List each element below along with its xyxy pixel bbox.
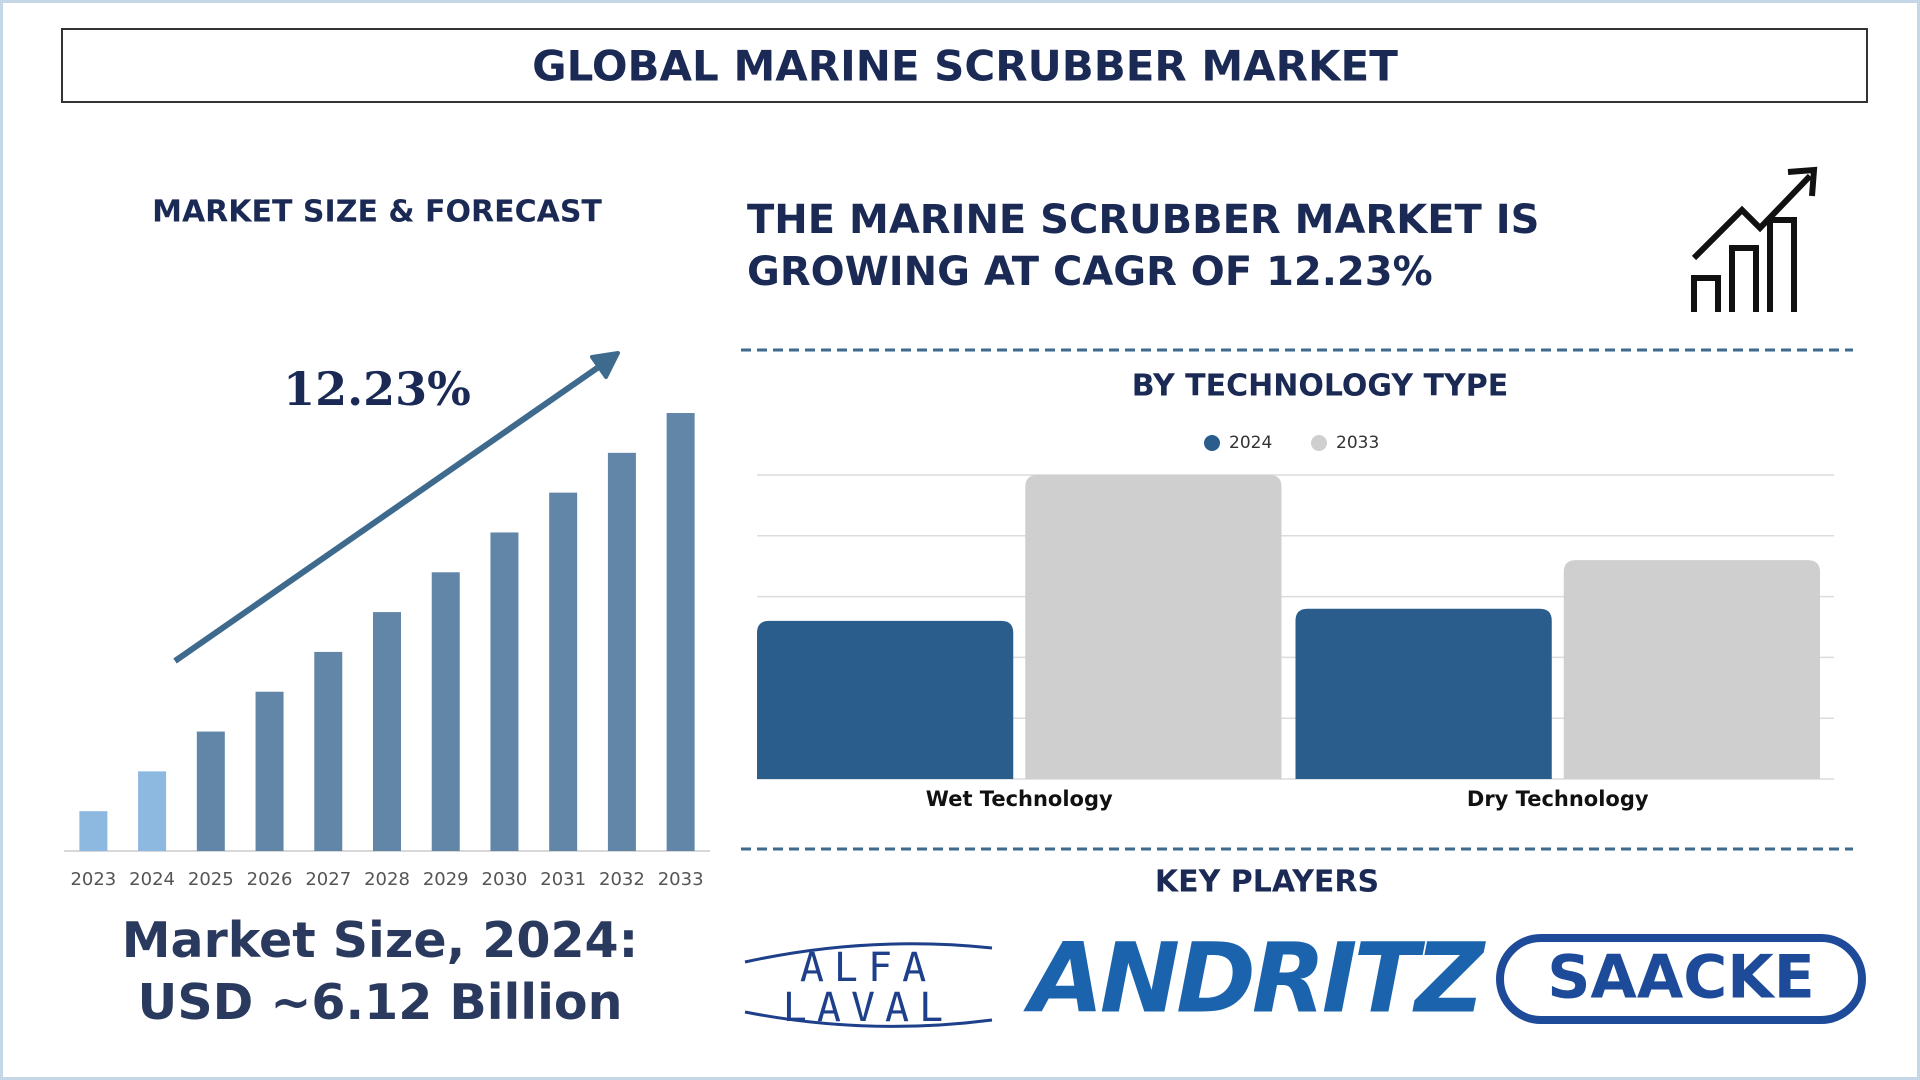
bar [757,620,1014,779]
bar [666,413,695,851]
bar [549,492,578,851]
legend-label: 2024 [1229,433,1272,453]
chart-title: MARKET SIZE & FORECAST [152,195,602,230]
x-tick-label: 2023 [70,869,116,890]
bar [79,811,108,851]
bar [1295,608,1552,779]
logo-andritz: ANDRITZ [1022,922,1486,1034]
growth-arrow [173,361,605,664]
headline: THE MARINE SCRUBBER MARKET IS GROWING AT… [747,197,1540,295]
market-size: Market Size, 2024: USD ~6.12 Billion [121,912,639,1031]
chart-title: BY TECHNOLOGY TYPE [1132,369,1508,404]
alfa-laval-logo [744,942,993,1028]
x-tick-label: 2027 [305,869,351,890]
bar [314,651,343,851]
x-tick-label: 2032 [599,869,645,890]
bar [431,572,460,851]
bar [1563,560,1820,779]
title-box [61,28,1868,103]
legend-swatch [1311,435,1327,451]
x-tick-label: Dry Technology [1467,787,1649,811]
bar [607,452,636,851]
logo-saacke: SAACKE [1547,943,1815,1013]
legend-label: 2033 [1336,433,1379,453]
x-tick-label: 2024 [129,869,175,890]
x-tick-label: 2029 [423,869,469,890]
logo-alfa-laval: ALFA LAVAL [782,945,954,1031]
cagr-annotation: 12.23% [283,362,471,416]
bar [490,532,519,851]
x-tick-label: 2033 [658,869,704,890]
x-tick-label: 2031 [540,869,586,890]
x-tick-label: Wet Technology [926,787,1113,811]
x-tick-label: 2025 [188,869,234,890]
growth-arrow-head [590,351,620,379]
section-title: KEY PLAYERS [1155,865,1379,900]
growth-icon [1691,166,1818,312]
bar [1025,475,1282,779]
x-tick-label: 2030 [482,869,528,890]
x-tick-label: 2028 [364,869,410,890]
bar [138,771,167,851]
bar [373,612,401,851]
saacke-logo-border [1496,934,1866,1024]
x-tick-label: 2026 [247,869,293,890]
page-title: GLOBAL MARINE SCRUBBER MARKET [532,42,1398,91]
bar [255,691,284,851]
bar [196,731,225,851]
legend-swatch [1204,435,1220,451]
